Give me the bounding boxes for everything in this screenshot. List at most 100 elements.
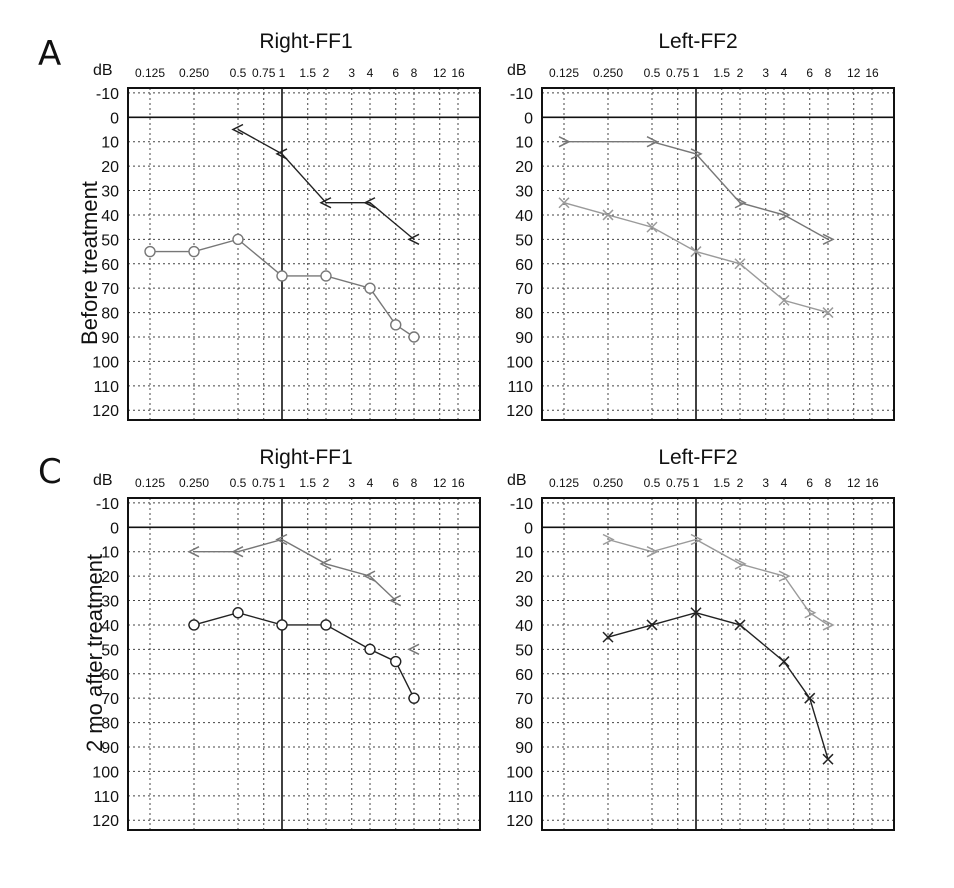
y-tick-label: 70: [101, 691, 119, 708]
x-tick-label: 4: [781, 476, 788, 490]
data-point: [646, 221, 658, 233]
y-tick-label: 80: [515, 716, 533, 733]
x-tick-label: 0.5: [644, 476, 661, 490]
series-line: [564, 141, 829, 240]
x-tick-label: 0.5: [644, 66, 661, 80]
y-tick-label: 80: [515, 306, 533, 323]
data-point: [389, 594, 402, 607]
y-tick-label: 60: [515, 667, 533, 684]
x-tick-label: 0.250: [593, 66, 623, 80]
data-point: [734, 197, 747, 209]
x-tick-label: 12: [847, 66, 861, 80]
data-point: [188, 619, 200, 631]
y-tick-label: 10: [101, 545, 119, 562]
x-tick-label: 12: [433, 476, 447, 490]
x-tick-label: 16: [451, 66, 465, 80]
data-point: [602, 209, 614, 221]
x-tick-label: 1: [279, 66, 286, 80]
y-tick-label: 60: [515, 257, 533, 274]
x-tick-label: 0.5: [230, 66, 247, 80]
data-point: [734, 558, 747, 570]
x-tick-label: 0.125: [135, 476, 165, 490]
y-tick-label: 80: [101, 716, 119, 733]
data-point: [363, 197, 376, 209]
data-point: [646, 546, 659, 558]
y-tick-label: 40: [101, 208, 119, 225]
data-point: [276, 619, 288, 631]
y-tick-label: 80: [101, 306, 119, 323]
plot-frame: [127, 497, 481, 831]
x-tick-label: 12: [433, 66, 447, 80]
y-tick-label: 20: [515, 569, 533, 586]
plot-frame: [541, 497, 895, 831]
y-tick-label: 10: [101, 135, 119, 152]
data-point: [390, 655, 402, 668]
data-point: [778, 570, 791, 582]
y-tick-label: 20: [101, 159, 119, 176]
data-point: [778, 209, 791, 221]
x-tick-label: 1.5: [713, 476, 730, 490]
x-tick-label: 16: [451, 476, 465, 490]
y-tick-label: 100: [506, 764, 533, 781]
data-point: [690, 533, 703, 546]
x-tick-label: 3: [348, 476, 355, 490]
chart-title-a-left: Left-FF2: [658, 30, 738, 53]
audiogram-a-left: 0.125 0.250 0.5 0.75 1 1.5 2 3 4 6 8 12 16 -10 0 10 20 30…: [506, 66, 895, 421]
y-tick-label: 10: [515, 545, 533, 562]
data-point: [232, 607, 244, 619]
data-point: [407, 233, 420, 246]
y-tick-label: 50: [515, 232, 533, 249]
x-tick-label: 2: [737, 66, 744, 80]
data-point: [804, 692, 816, 704]
data-point: [320, 270, 332, 282]
x-tick-label: 1: [693, 66, 700, 80]
audiogram-a-right: 0.125 0.250 0.5 0.75 1 1.5 2 3 4 6 8 12 16 -10 0 10 20 30…: [92, 66, 481, 421]
x-tick-label: 8: [825, 476, 832, 490]
y-tick-label: 100: [92, 764, 119, 781]
data-point: [690, 148, 703, 160]
series-line: [607, 612, 829, 760]
data-point: [407, 643, 420, 656]
chart-title-a-right: Right-FF1: [259, 30, 353, 53]
panel-letter-c: C: [38, 452, 62, 492]
y-tick-label: 70: [515, 691, 533, 708]
x-tick-label: 1: [693, 476, 700, 490]
chart-title-c-right: Right-FF1: [259, 446, 353, 469]
y-tick-label: 50: [101, 232, 119, 249]
data-point: [319, 197, 332, 209]
x-tick-label: 1.5: [299, 476, 316, 490]
data-point: [188, 245, 200, 258]
y-tick-label: 50: [515, 642, 533, 659]
data-point: [804, 607, 817, 619]
x-tick-label: 0.250: [179, 476, 209, 490]
x-tick-label: 0.125: [549, 476, 579, 490]
y-tick-label: 100: [92, 354, 119, 371]
x-tick-label: 6: [392, 66, 399, 80]
x-tick-label: 0.125: [135, 66, 165, 80]
data-point: [390, 319, 402, 331]
x-tick-label: 0.75: [252, 476, 276, 490]
y-tick-label: 30: [515, 184, 533, 201]
y-tick-label: 120: [92, 813, 119, 830]
x-tick-label: 0.75: [252, 66, 276, 80]
db-label-a-left: dB: [507, 62, 527, 79]
y-tick-label: -10: [510, 86, 533, 103]
y-tick-label: 0: [110, 520, 119, 537]
y-tick-label: 40: [101, 618, 119, 635]
chart-title-c-left: Left-FF2: [658, 446, 738, 469]
data-point: [646, 619, 658, 631]
data-point: [275, 533, 288, 546]
data-point: [232, 233, 244, 246]
data-point: [319, 558, 332, 570]
x-tick-label: 8: [411, 476, 418, 490]
x-tick-label: 6: [806, 66, 813, 80]
data-point: [558, 136, 571, 148]
data-point: [690, 607, 702, 619]
x-tick-label: 3: [348, 66, 355, 80]
x-tick-label: 3: [762, 66, 769, 80]
db-label-c-right: dB: [93, 472, 113, 489]
x-tick-label: 0.250: [179, 66, 209, 80]
data-point: [778, 294, 790, 306]
x-tick-label: 2: [737, 476, 744, 490]
